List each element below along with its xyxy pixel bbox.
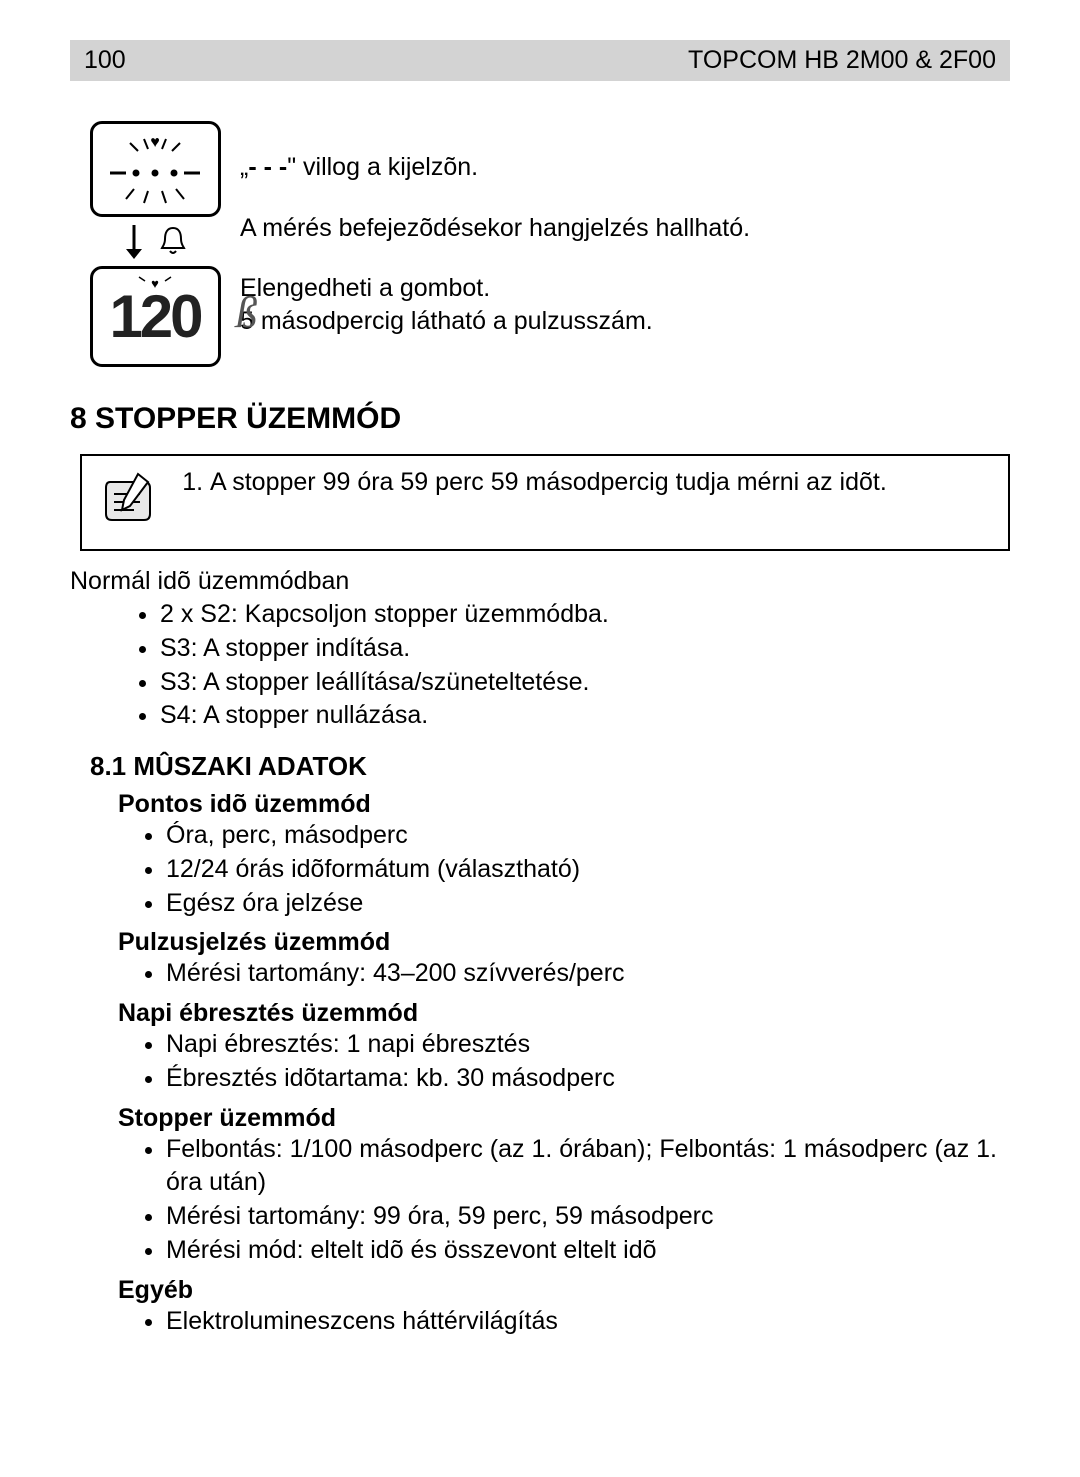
bullet-s2: 2 x S2: Kapcsoljon stopper üzemmódba. [160, 598, 1010, 632]
spec-list-stopwatch: Felbontás: 1/100 másodperc (az 1. órában… [70, 1133, 1010, 1268]
intro-line-3-group: Elengedheti a gombot. 5 másodpercig láth… [240, 272, 1010, 337]
spec-item: 12/24 órás idõformátum (választható) [166, 853, 1010, 887]
spec-list-time: Óra, perc, másodperc 12/24 órás idõformá… [70, 819, 1010, 920]
bullet-s3-stop: S3: A stopper leállítása/szüneteltetése. [160, 666, 1010, 700]
svg-text:♥: ♥ [151, 276, 159, 291]
page-header-bar: 100 TOPCOM HB 2M00 & 2F00 [70, 40, 1010, 81]
spec-group-other: Egyéb Elektrolumineszcens háttérvilágítá… [70, 1276, 1010, 1339]
intro-line-3b: 5 másodpercig látható a pulzusszám. [240, 305, 1010, 338]
intro-line-1: „- - -" villog a kijelzõn. [240, 151, 1010, 184]
spec-item: Felbontás: 1/100 másodperc (az 1. órában… [166, 1133, 1010, 1201]
display-illustration-column: ♥ [70, 121, 240, 367]
intro-line-1-suffix: " villog a kijelzõn. [287, 153, 478, 181]
section-8-title: 8 STOPPER ÜZEMMÓD [70, 402, 1010, 436]
spec-heading-stopwatch: Stopper üzemmód [118, 1104, 1010, 1133]
intro-line-3a: Elengedheti a gombot. [240, 272, 1010, 305]
intro-text-column: „- - -" villog a kijelzõn. A mérés befej… [240, 121, 1010, 337]
spec-item: Mérési tartomány: 43–200 szívverés/perc [166, 957, 1010, 991]
dashes-bold: - - - [248, 153, 287, 181]
heart-icon: ♥ [135, 273, 175, 294]
document-page: 100 TOPCOM HB 2M00 & 2F00 ♥ [0, 0, 1080, 1404]
spec-item: Mérési tartomány: 99 óra, 59 perc, 59 má… [166, 1200, 1010, 1234]
finger-release-icon: ß [236, 287, 258, 338]
spec-list-pulse: Mérési tartomány: 43–200 szívverés/perc [70, 957, 1010, 991]
spec-group-time: Pontos idõ üzemmód Óra, perc, másodperc … [70, 790, 1010, 920]
page-number: 100 [84, 46, 126, 75]
spec-item: Mérési mód: eltelt idõ és összevont elte… [166, 1234, 1010, 1268]
arrow-bell-row [123, 225, 187, 264]
spec-heading-time: Pontos idõ üzemmód [118, 790, 1010, 819]
spec-item: Óra, perc, másodperc [166, 819, 1010, 853]
intro-section: ♥ [70, 121, 1010, 367]
spec-heading-other: Egyéb [118, 1276, 1010, 1305]
spec-item: Napi ébresztés: 1 napi ébresztés [166, 1028, 1010, 1062]
spec-heading-alarm: Napi ébresztés üzemmód [118, 999, 1010, 1028]
note-list: A stopper 99 óra 59 perc 59 másodpercig … [184, 468, 990, 497]
intro-line-2: A mérés befejezõdésekor hangjelzés hallh… [240, 212, 1010, 245]
normal-mode-label: Normál idõ üzemmódban [70, 567, 1010, 596]
note-item-1: A stopper 99 óra 59 perc 59 másodpercig … [210, 468, 990, 497]
note-box: A stopper 99 óra 59 perc 59 másodpercig … [80, 454, 1010, 551]
display-measuring-icon: ♥ [90, 121, 221, 217]
product-name: TOPCOM HB 2M00 & 2F00 [688, 46, 996, 75]
note-text: A stopper 99 óra 59 perc 59 másodpercig … [184, 468, 990, 497]
spec-item: Egész óra jelzése [166, 887, 1010, 921]
bullet-s4: S4: A stopper nullázása. [160, 699, 1010, 733]
spec-group-stopwatch: Stopper üzemmód Felbontás: 1/100 másodpe… [70, 1104, 1010, 1268]
spec-list-other: Elektrolumineszcens háttérvilágítás [70, 1305, 1010, 1339]
section-8-1-title: 8.1 MÛSZAKI ADATOK [90, 751, 1010, 782]
spec-group-pulse: Pulzusjelzés üzemmód Mérési tartomány: 4… [70, 928, 1010, 991]
note-pencil-icon [100, 468, 160, 533]
display-value: 120 [109, 287, 200, 347]
bell-icon [159, 226, 187, 263]
display-result-icon: ♥ 120 ß [90, 266, 221, 367]
arrow-down-icon [123, 225, 145, 264]
section-8-bullets: 2 x S2: Kapcsoljon stopper üzemmódba. S3… [70, 598, 1010, 733]
spec-item: Ébresztés idõtartama: kb. 30 másodperc [166, 1062, 1010, 1096]
spec-item: Elektrolumineszcens háttérvilágítás [166, 1305, 1010, 1339]
svg-text:♥: ♥ [150, 134, 160, 151]
bullet-s3-start: S3: A stopper indítása. [160, 632, 1010, 666]
spec-group-alarm: Napi ébresztés üzemmód Napi ébresztés: 1… [70, 999, 1010, 1096]
spec-list-alarm: Napi ébresztés: 1 napi ébresztés Ébreszt… [70, 1028, 1010, 1096]
spec-heading-pulse: Pulzusjelzés üzemmód [118, 928, 1010, 957]
